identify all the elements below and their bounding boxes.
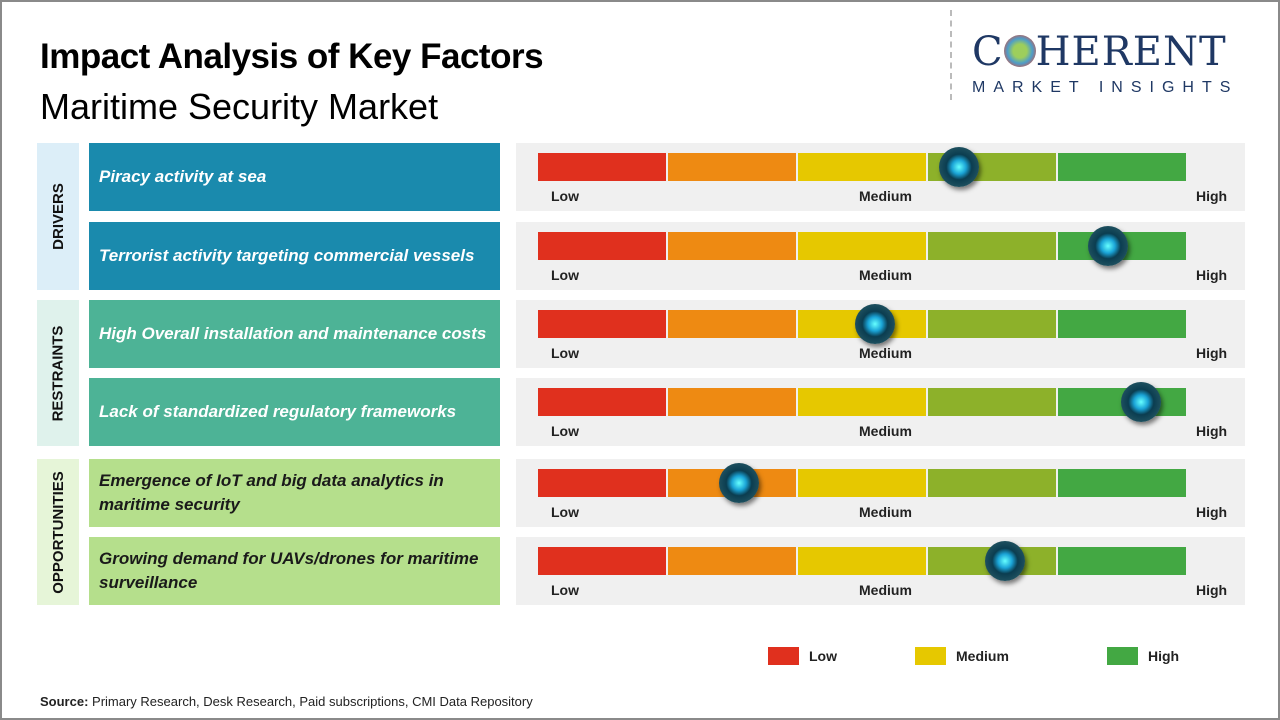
scale-high: High <box>1196 188 1228 204</box>
legend-high: High <box>1107 647 1179 665</box>
legend-swatch <box>768 647 799 665</box>
gauge-segment <box>798 153 926 181</box>
scale-medium: Medium <box>859 582 912 598</box>
scale-low: Low <box>551 423 579 439</box>
gauge-segment <box>798 388 926 416</box>
gauge-segment <box>798 232 926 260</box>
scale-low: Low <box>551 188 579 204</box>
logo-subtext: MARKET INSIGHTS <box>972 79 1239 96</box>
impact-gauge: Low Medium High <box>516 459 1245 527</box>
source-prefix: Source: <box>40 694 89 709</box>
globe-icon <box>1003 35 1036 67</box>
gauge-segment <box>928 310 1056 338</box>
gauge-segment <box>538 153 666 181</box>
impact-marker <box>939 147 980 187</box>
gauge-segment <box>798 547 926 575</box>
scale-low: Low <box>551 582 579 598</box>
gauge-segment <box>1058 153 1186 181</box>
factor-label: Lack of standardized regulatory framewor… <box>89 378 500 446</box>
page-subtitle: Maritime Security Market <box>40 86 439 127</box>
scale-low: Low <box>551 504 579 520</box>
group-label-drivers: DRIVERS <box>37 143 79 290</box>
gauge-segment <box>928 469 1056 497</box>
gauge-bar <box>538 388 1186 416</box>
gauge-segment <box>538 469 666 497</box>
gauge-segment <box>538 388 666 416</box>
gauge-segment <box>538 232 666 260</box>
group-name: RESTRAINTS <box>49 325 67 421</box>
gauge-bar <box>538 153 1186 181</box>
legend-low: Low <box>768 647 837 665</box>
group-name: OPPORTUNITIES <box>49 470 67 594</box>
impact-gauge: Low Medium High <box>516 378 1245 446</box>
impact-marker <box>718 463 759 503</box>
scale-high: High <box>1196 267 1228 283</box>
gauge-segment <box>928 232 1056 260</box>
gauge-segment <box>798 469 926 497</box>
factor-label: Emergence of IoT and big data analytics … <box>89 459 500 527</box>
impact-marker <box>854 304 895 344</box>
page-title: Impact Analysis of Key Factors <box>40 37 544 76</box>
gauge-segment <box>538 310 666 338</box>
legend-label: High <box>1148 648 1180 664</box>
gauge-segment <box>1058 310 1186 338</box>
legend-label: Medium <box>956 648 1009 664</box>
legend-medium: Medium <box>915 647 1009 665</box>
group-label-restraints: RESTRAINTS <box>37 300 79 446</box>
scale-low: Low <box>551 267 579 283</box>
factor-label: Terrorist activity targeting commercial … <box>89 222 500 290</box>
gauge-segment <box>668 310 796 338</box>
gauge-bar <box>538 469 1186 497</box>
scale-high: High <box>1196 345 1228 361</box>
scale-medium: Medium <box>859 345 912 361</box>
gauge-segment <box>668 232 796 260</box>
logo: C HERENT MARKET INSIGHTS <box>950 10 1272 100</box>
scale-high: High <box>1196 582 1228 598</box>
gauge-segment <box>1058 469 1186 497</box>
scale-medium: Medium <box>859 267 912 283</box>
group-label-opportunities: OPPORTUNITIES <box>37 459 79 605</box>
gauge-segment <box>538 547 666 575</box>
scale-medium: Medium <box>859 188 912 204</box>
scale-high: High <box>1196 504 1228 520</box>
legend-label: Low <box>809 648 837 664</box>
logo-text: C HERENT <box>972 29 1227 75</box>
impact-gauge: Low Medium High <box>516 300 1245 368</box>
gauge-segment <box>668 388 796 416</box>
gauge-bar <box>538 547 1186 575</box>
source-note: Source: Primary Research, Desk Research,… <box>40 694 533 710</box>
factor-label: Piracy activity at sea <box>89 143 500 211</box>
gauge-segment <box>668 153 796 181</box>
scale-high: High <box>1196 423 1228 439</box>
gauge-segment <box>1058 547 1186 575</box>
scale-medium: Medium <box>859 423 912 439</box>
impact-gauge: Low Medium High <box>516 222 1245 290</box>
impact-marker <box>984 541 1025 581</box>
impact-gauge: Low Medium High <box>516 143 1245 211</box>
gauge-segment <box>668 547 796 575</box>
scale-low: Low <box>551 345 579 361</box>
factor-label: Growing demand for UAVs/drones for marit… <box>89 537 500 605</box>
impact-gauge: Low Medium High <box>516 537 1245 605</box>
legend-swatch <box>1107 647 1138 665</box>
impact-marker <box>1088 226 1129 266</box>
legend-swatch <box>915 647 946 665</box>
gauge-segment <box>928 388 1056 416</box>
scale-medium: Medium <box>859 504 912 520</box>
gauge-bar <box>538 310 1186 338</box>
group-name: DRIVERS <box>49 183 67 250</box>
source-text: Primary Research, Desk Research, Paid su… <box>88 694 533 709</box>
factor-label: High Overall installation and maintenanc… <box>89 300 500 368</box>
impact-marker <box>1120 382 1161 422</box>
